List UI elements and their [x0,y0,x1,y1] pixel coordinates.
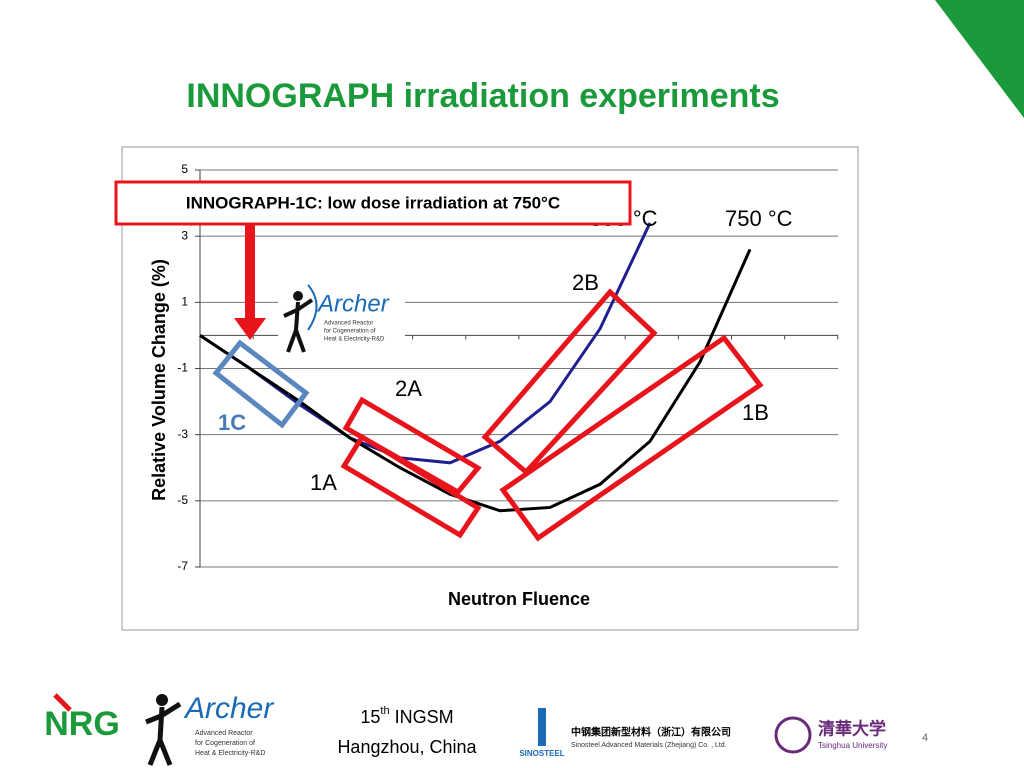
y-tick-label: -3 [177,427,188,441]
sinosteel-logo: SINOSTEEL [519,749,564,758]
y-tick-label: 3 [181,228,188,242]
ordinal-suffix: th [380,705,389,717]
sinosteel-en: Sinosteel Advanced Materials (Zhejiang) … [571,742,727,749]
footer: NRG Archer Advanced Reactor for Cogenera… [44,692,928,766]
logo-line: Heat & Electricity-R&D [195,750,265,757]
nrg-logo: NRG [44,705,120,743]
chart-logo: Archer Advanced Reactor for Cogeneration… [278,280,405,356]
y-tick-label: -5 [177,493,188,507]
logo-name: Archer [183,692,274,725]
logo-figure [283,298,314,353]
tsinghua-en: Tsinghua University [818,741,887,750]
box-1b [499,334,764,542]
ordinal: 15 [360,707,380,727]
logo-line: for Cogeneration of [195,740,255,747]
y-tick-label: -7 [177,559,188,573]
callout-text: INNOGRAPH-1C: low dose irradiation at 75… [186,193,560,212]
series-line [199,248,752,513]
sinosteel-mark [538,708,546,746]
footer-archer-logo: Archer Advanced Reactor for Cogeneration… [145,692,274,766]
box-1c [212,339,310,429]
experiment-boxes [212,288,764,542]
annotation: 2B [572,270,599,295]
event: 15th INGSM [360,705,453,727]
y-tick-label: 1 [181,295,188,309]
logo-line: for Cogeneration of [324,329,376,335]
event-name: INGSM [390,707,454,727]
tsinghua-cn: 清華大学 [818,718,886,738]
nrg-mark [53,693,72,712]
corner-decoration [935,0,1024,118]
logo-bow [307,284,318,331]
logo-figure [156,694,168,706]
box-1a [340,433,482,539]
annotation: 2A [395,376,422,401]
annotation: 1C [218,410,246,435]
place: Hangzhou, China [337,737,477,757]
sinosteel-cn: 中钢集团新型材料（浙江）有限公司 [571,726,731,739]
tsinghua-seal [774,716,812,754]
y-tick-label: -1 [177,361,188,375]
x-axis-label: Neutron Fluence [448,589,590,609]
logo-line: Advanced Reactor [324,321,373,327]
callout-box [114,180,632,226]
annotation: 1A [310,470,337,495]
logo-line: Heat & Electricity-R&D [324,337,385,343]
logo-figure [145,701,182,766]
y-axis-label: Relative Volume Change (%) [149,259,169,501]
chart-frame [121,146,859,631]
box-2a [342,396,482,496]
logo-line: Advanced Reactor [195,730,253,737]
y-tick-label: 5 [181,162,188,176]
annotation: 750 °C [725,206,793,231]
logo-name: Archer [316,290,390,317]
annotation: 1B [742,400,769,425]
logo-figure [293,291,303,301]
arrow-shaft [245,224,255,320]
arrow-head [234,318,266,340]
page-number: 4 [922,732,928,744]
slide-title: INNOGRAPH irradiation experiments [186,77,779,115]
